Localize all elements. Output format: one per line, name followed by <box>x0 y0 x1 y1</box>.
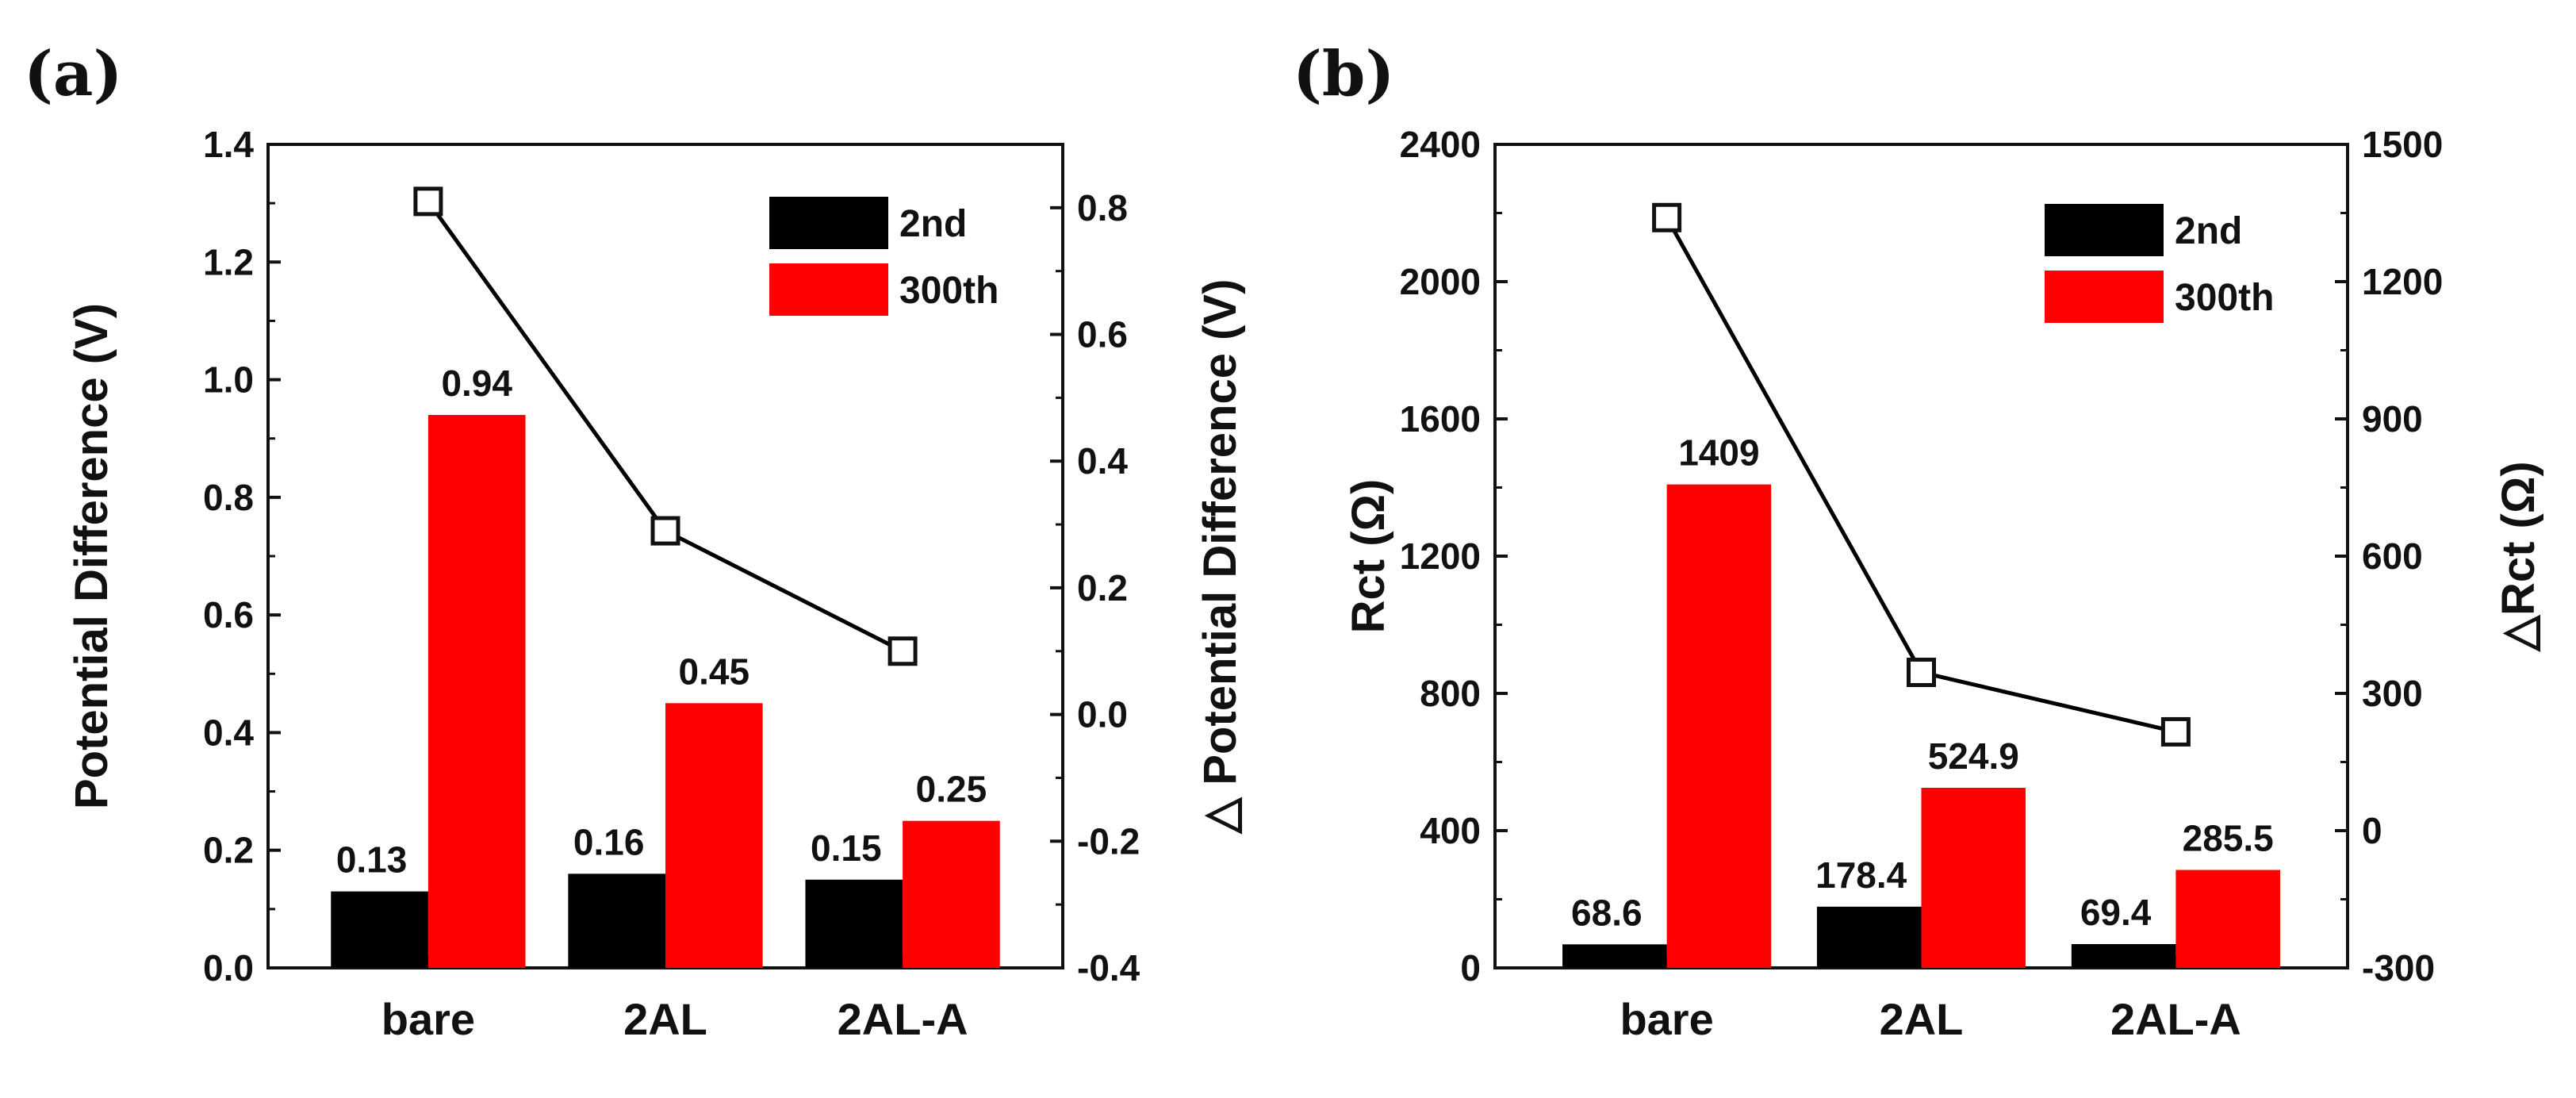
y2-tick-label: 0 <box>2362 810 2382 851</box>
bar-2nd <box>1562 944 1667 968</box>
y-tick-label: 0.8 <box>203 477 254 518</box>
legend-label: 2nd <box>2175 210 2242 252</box>
y2-axis-title: △Rct (Ω) <box>2493 461 2544 652</box>
bar-2nd <box>2071 943 2176 968</box>
legend-swatch-2nd <box>2045 204 2164 256</box>
bar-2nd <box>331 891 428 968</box>
delta-marker <box>1652 202 1682 232</box>
y2-tick-label: 600 <box>2362 536 2423 577</box>
panel-a-label: (a) <box>24 38 122 110</box>
legend-swatch-300th <box>2045 271 2164 323</box>
y2-tick-label: 0.4 <box>1077 440 1128 482</box>
bar-2nd <box>1816 906 1922 968</box>
chart-a: 0.0 0.2 0.4 0.6 0.8 1.0 1.2 1.4 -0.4 -0.2 0.0 0.2 0.… <box>66 124 1246 1044</box>
y2-tick-label: 300 <box>2362 673 2423 714</box>
y2-tick-label: 0.6 <box>1077 314 1128 355</box>
bar-300th <box>427 415 526 968</box>
legend-label: 300th <box>899 270 999 312</box>
bar-value-label: 0.94 <box>441 363 512 404</box>
bar-300th <box>665 703 763 968</box>
y-tick-label: 1.2 <box>203 241 254 282</box>
y2-tick-label: 900 <box>2362 398 2423 440</box>
delta-marker <box>2160 716 2191 747</box>
category-label: bare <box>381 994 475 1044</box>
bar-2nd <box>805 879 903 968</box>
bar-300th <box>1666 484 1772 968</box>
bar-value-label: 178.4 <box>1815 854 1907 896</box>
bar-value-label: 524.9 <box>1928 735 2019 777</box>
bar-value-label: 0.15 <box>811 827 882 869</box>
bar-value-label: 1409 <box>1678 432 1759 474</box>
delta-marker <box>1907 657 1936 687</box>
y-tick-label: 2000 <box>1400 261 1481 302</box>
y-tick-label: 400 <box>1420 810 1481 851</box>
bar-300th <box>2175 870 2280 968</box>
delta-marker <box>413 186 443 217</box>
y2-tick-label: 1200 <box>2362 261 2443 302</box>
y2-tick-label: 0.8 <box>1077 187 1128 228</box>
chart-b: 0 400 800 1200 1600 2000 2400 -300 0 300 600 900 120… <box>1343 124 2544 1044</box>
panel-b-label: (b) <box>1293 38 1394 110</box>
bar-value-label: 69.4 <box>2080 892 2152 933</box>
y-axis-title: Rct (Ω) <box>1343 479 1394 634</box>
y-tick-label: 1.4 <box>203 124 254 165</box>
y-tick-label: 2400 <box>1400 124 1481 165</box>
y2-tick-label: 1500 <box>2362 124 2443 165</box>
y-axis-title: Potential Difference (V) <box>66 303 117 809</box>
y-tick-label: 800 <box>1420 673 1481 714</box>
y2-tick-label: 0.2 <box>1077 567 1128 609</box>
category-label: 2AL <box>623 994 707 1044</box>
category-label: 2AL <box>1880 994 1964 1044</box>
bar-value-label: 0.25 <box>916 769 987 810</box>
category-label: 2AL-A <box>838 994 968 1044</box>
category-label: 2AL-A <box>2110 994 2241 1044</box>
y2-axis-title: △ Potential Difference (V) <box>1194 279 1246 835</box>
y2-tick-label: -0.4 <box>1077 947 1140 989</box>
bar-2nd <box>568 873 665 968</box>
delta-marker <box>887 636 918 666</box>
bar-value-label: 0.16 <box>573 821 645 862</box>
y-tick-label: 1200 <box>1400 536 1481 577</box>
y-tick-label: 0 <box>1460 947 1481 989</box>
y-tick-label: 0.6 <box>203 594 254 635</box>
y2-tick-label: -0.2 <box>1077 820 1140 862</box>
bar-value-label: 0.45 <box>679 651 750 692</box>
bar-value-label: 0.13 <box>336 839 408 881</box>
bar-300th <box>1921 787 2026 968</box>
delta-marker <box>650 516 680 546</box>
y-tick-label: 1.0 <box>203 359 254 401</box>
y-tick-label: 0.2 <box>203 830 254 871</box>
category-label: bare <box>1620 994 1713 1044</box>
bar-300th <box>903 820 1000 968</box>
legend-swatch-300th <box>769 263 888 316</box>
y-tick-label: 1600 <box>1400 398 1481 440</box>
legend-swatch-2nd <box>769 197 888 249</box>
bar-value-label: 285.5 <box>2183 818 2274 859</box>
y2-tick-label: -300 <box>2362 947 2435 989</box>
y-tick-label: 0.0 <box>203 947 254 989</box>
y-tick-label: 0.4 <box>203 712 254 753</box>
legend-label: 300th <box>2175 277 2274 319</box>
bar-value-label: 68.6 <box>1571 892 1643 933</box>
legend-label: 2nd <box>899 203 967 245</box>
y2-tick-label: 0.0 <box>1077 694 1128 735</box>
